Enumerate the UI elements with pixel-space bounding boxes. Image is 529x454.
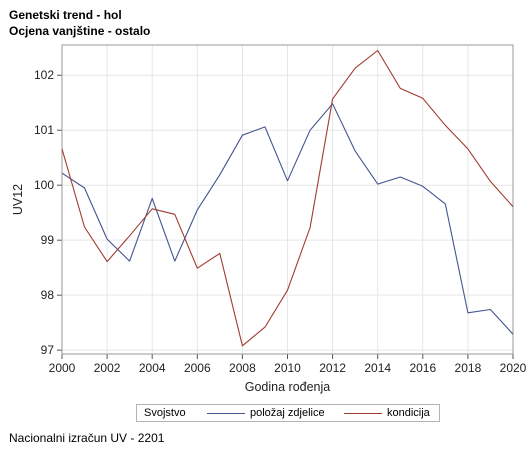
x-axis-label: Godina rođenja — [245, 380, 331, 394]
legend-label-polozaj-zdjelice: položaj zdjelice — [250, 407, 325, 419]
legend-swatch-kondicija — [344, 413, 382, 414]
series-line-kondicija — [61, 49, 514, 347]
x-tick-label: 2006 — [184, 361, 211, 375]
x-tick-label: 2020 — [500, 361, 527, 375]
series-line-polozaj-zdjelice — [61, 103, 514, 335]
chart-subtitle: Ocjena vanjštine - ostalo — [9, 24, 151, 38]
y-tick-label: 97 — [41, 343, 55, 357]
y-tick-label: 98 — [41, 288, 55, 302]
x-tick-label: 2012 — [319, 361, 346, 375]
x-tick-label: 2018 — [455, 361, 482, 375]
x-tick-label: 2014 — [364, 361, 391, 375]
legend-swatch-polozaj-zdjelice — [207, 413, 245, 414]
plot-frame — [61, 44, 514, 355]
x-tick-label: 2000 — [49, 361, 76, 375]
legend: Svojstvo položaj zdjelice kondicija — [136, 404, 440, 422]
footnote: Nacionalni izračun UV - 2201 — [9, 431, 165, 445]
y-tick-label: 101 — [34, 123, 54, 137]
chart-title: Genetski trend - hol — [9, 8, 122, 22]
legend-label-kondicija: kondicija — [387, 407, 430, 419]
x-tick-label: 2016 — [409, 361, 436, 375]
x-tick-label: 2002 — [94, 361, 121, 375]
y-tick-label: 99 — [41, 233, 55, 247]
y-axis-label: UV12 — [11, 184, 25, 215]
y-tick-label: 100 — [34, 178, 54, 192]
x-tick-label: 2008 — [229, 361, 256, 375]
y-tick-label: 102 — [34, 68, 54, 82]
x-tick-label: 2010 — [274, 361, 301, 375]
legend-title: Svojstvo — [144, 407, 186, 419]
x-tick-label: 2004 — [139, 361, 166, 375]
